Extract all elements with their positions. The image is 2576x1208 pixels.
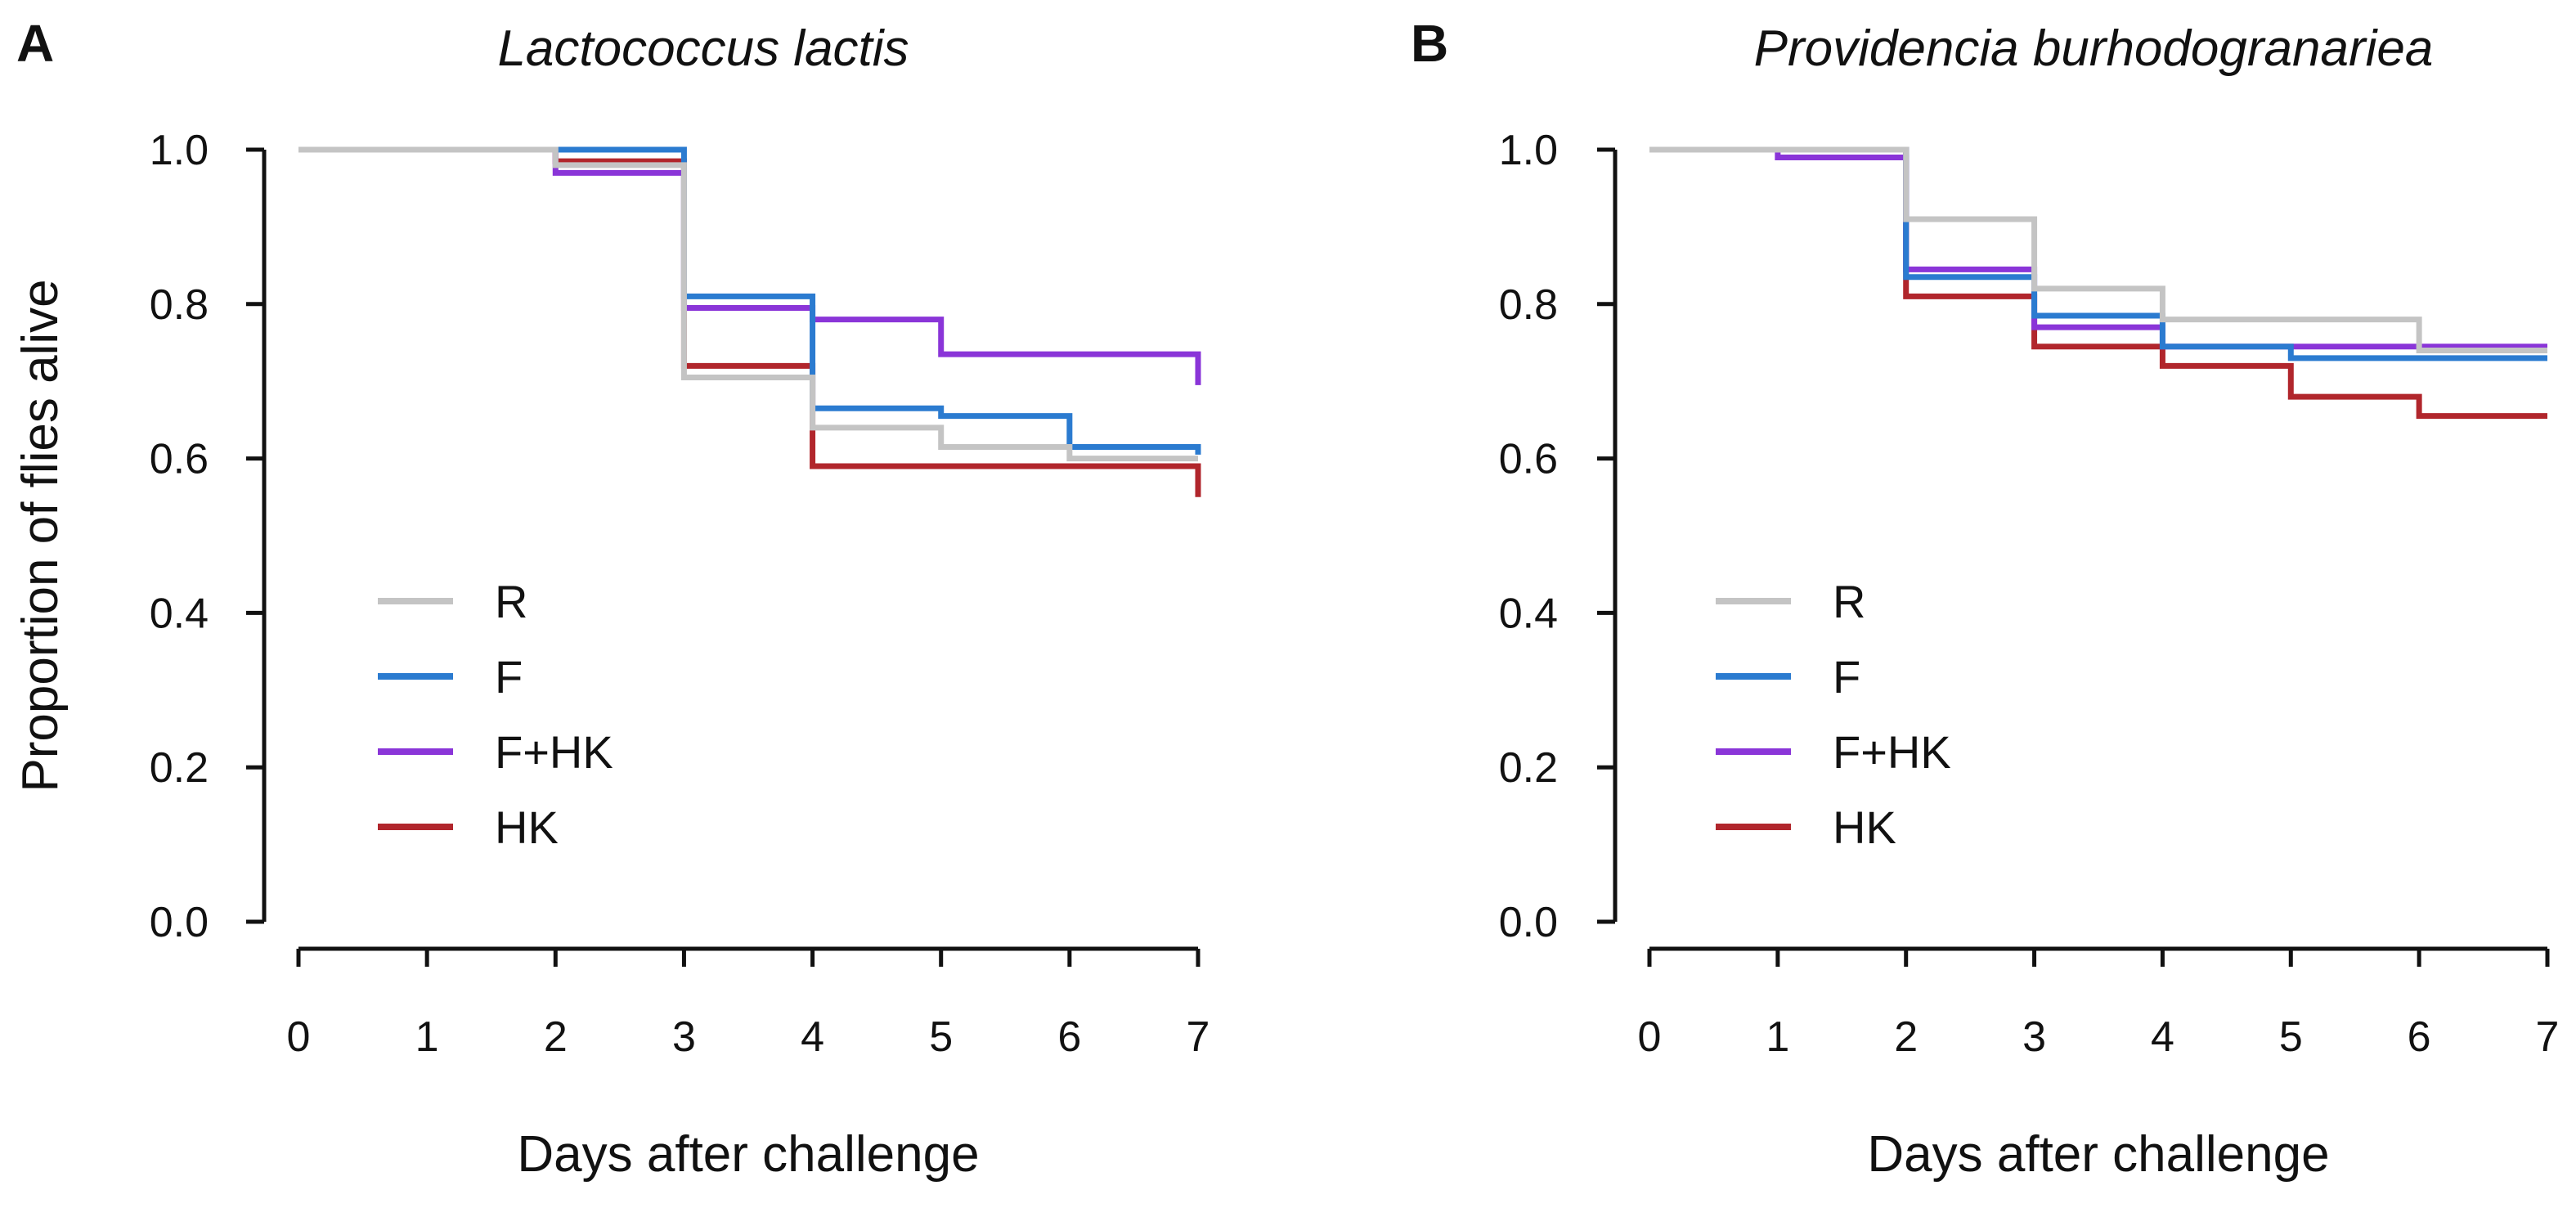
y-tick-label: 0.4 [150, 590, 209, 637]
x-tick-label: 4 [801, 1013, 824, 1061]
y-tick-label: 1.0 [1499, 127, 1558, 174]
x-tick-label: 3 [672, 1013, 696, 1061]
panel-letter: A [16, 14, 54, 73]
legend-label-r: R [495, 576, 527, 627]
legend-label-f-plus-hk: F+HK [1833, 726, 1951, 778]
x-axis-title: Days after challenge [517, 1126, 979, 1183]
panel-b: B Providencia burhodogranariea 0.0 0.2 0.4 0.… [1411, 14, 2559, 1183]
x-tick-label: 4 [2151, 1013, 2174, 1061]
x-tick-label: 6 [2408, 1013, 2431, 1061]
x-tick-label: 7 [1187, 1013, 1210, 1061]
chart-title: Providencia burhodogranariea [1754, 20, 2434, 77]
series-line-r [1649, 146, 2547, 353]
x-tick-label: 7 [2536, 1013, 2560, 1061]
x-axis-title: Days after challenge [1867, 1126, 2329, 1183]
series-group [298, 146, 1201, 497]
x-tick-label: 1 [415, 1013, 439, 1061]
x-tick-label: 3 [2022, 1013, 2046, 1061]
x-tick-label: 1 [1766, 1013, 1789, 1061]
y-tick-label: 0.8 [1499, 281, 1558, 329]
x-tick-label: 6 [1057, 1013, 1081, 1061]
y-tick-label: 0.0 [1499, 899, 1558, 946]
legend-label-hk: HK [495, 802, 559, 853]
y-axis-title: Proportion of flies alive [12, 279, 69, 792]
x-tick-label: 5 [2279, 1013, 2303, 1061]
series-line-hk [1649, 146, 2547, 420]
series-line-f [298, 146, 1201, 455]
y-tick-label: 1.0 [150, 127, 209, 174]
chart-title: Lactococcus lactis [497, 20, 909, 77]
y-tick-label: 0.0 [150, 899, 209, 946]
y-tick-label: 0.6 [150, 436, 209, 483]
legend: RF F+HK HK [1716, 576, 1951, 853]
series-line-f-plus-hk [298, 146, 1201, 385]
series-line-r [298, 146, 1198, 462]
x-tick-label: 0 [287, 1013, 311, 1061]
x-tick-label: 2 [544, 1013, 568, 1061]
y-tick-label: 0.8 [150, 281, 209, 329]
legend: RF F+HK HK [378, 576, 613, 853]
panel-a: A Lactococcus lactis 0.0 0.2 0.4 0.6 0.8 1.0 0 1 2… [12, 14, 1209, 1183]
legend-label-r: R [1833, 576, 1865, 627]
x-tick-label: 2 [1894, 1013, 1918, 1061]
x-tick-label: 5 [929, 1013, 953, 1061]
legend-label-f: F [495, 651, 523, 703]
legend-label-f-plus-hk: F+HK [495, 726, 613, 778]
y-tick-label: 0.2 [150, 744, 209, 792]
series-group [1649, 146, 2547, 420]
legend-label-hk: HK [1833, 802, 1896, 853]
y-tick-label: 0.2 [1499, 744, 1558, 792]
panel-letter: B [1411, 14, 1448, 73]
y-tick-label: 0.4 [1499, 590, 1558, 637]
y-tick-label: 0.6 [1499, 436, 1558, 483]
legend-label-f: F [1833, 651, 1860, 703]
x-tick-label: 0 [1638, 1013, 1662, 1061]
